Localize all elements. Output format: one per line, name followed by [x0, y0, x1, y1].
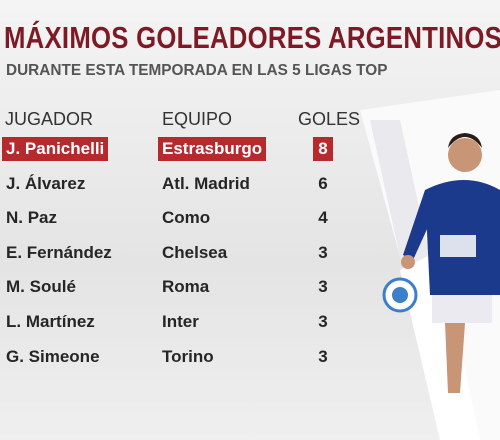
- goals: 6: [318, 173, 328, 193]
- team-name: Inter: [162, 312, 199, 331]
- subtitle: DURANTE ESTA TEMPORADA EN LAS 5 LIGAS TO…: [6, 62, 388, 79]
- team-name: Atl. Madrid: [162, 173, 250, 193]
- team-name: Como: [162, 208, 211, 228]
- title: MÁXIMOS GOLEADORES ARGENTINOS: [4, 20, 500, 55]
- team-name: Estrasburgo: [158, 137, 267, 161]
- goals: 4: [318, 208, 328, 228]
- column-header: JUGADOR: [5, 109, 94, 129]
- goals: 3: [318, 346, 328, 366]
- column-header: GOLES: [298, 109, 361, 129]
- player-name: G. Simeone: [6, 346, 100, 366]
- player-name: E. Fernández: [6, 242, 112, 262]
- goals: 8: [313, 137, 333, 161]
- team-name: Torino: [162, 346, 214, 366]
- player-name: J. Panichelli: [2, 137, 109, 161]
- team-name: Roma: [162, 277, 210, 297]
- column-header: EQUIPO: [162, 109, 233, 129]
- goals: 3: [318, 312, 328, 331]
- player-name: J. Álvarez: [6, 173, 86, 193]
- player-name: L. Martínez: [6, 312, 95, 331]
- goals: 3: [318, 242, 328, 262]
- team-name: Chelsea: [162, 242, 228, 262]
- player-name: M. Soulé: [6, 277, 76, 297]
- player-name: N. Paz: [6, 208, 58, 228]
- player-photo: [360, 90, 500, 440]
- goals: 3: [318, 277, 328, 297]
